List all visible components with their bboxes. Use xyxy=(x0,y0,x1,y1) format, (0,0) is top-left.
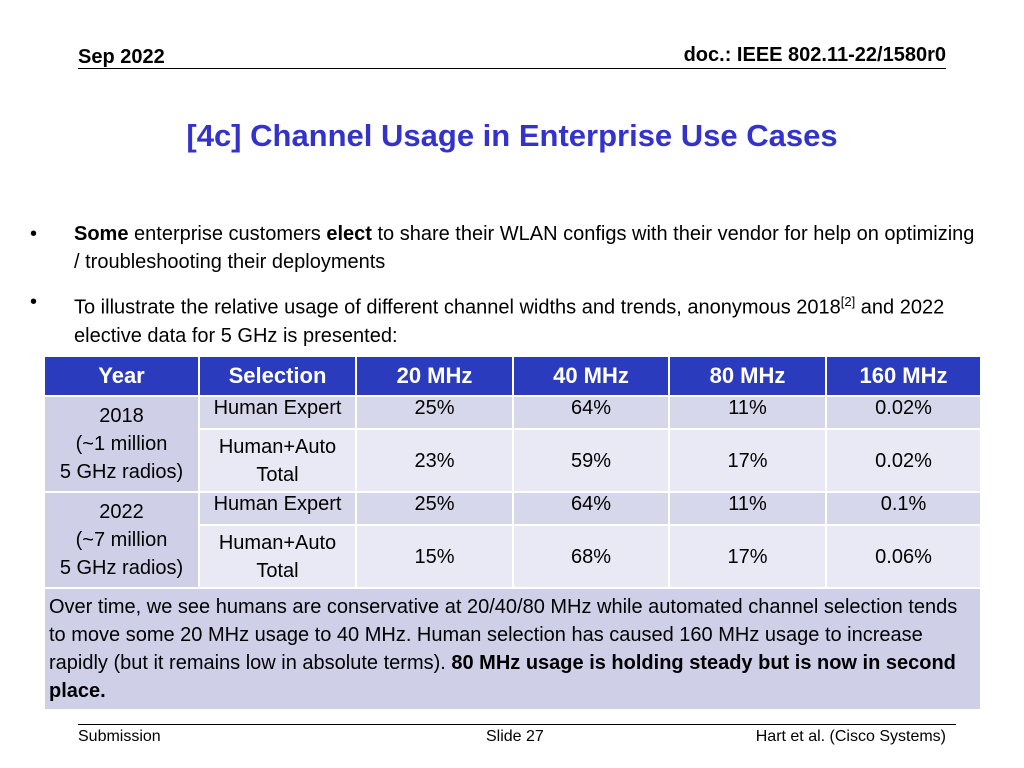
slide-title: [4c] Channel Usage in Enterprise Use Cas… xyxy=(186,118,838,153)
table-row: 2018 (~1 million 5 GHz radios) Human Exper… xyxy=(43,395,982,493)
table-row: 2022 (~7 million 5 GHz radios) Human Exper… xyxy=(43,491,982,589)
value-cell: 11% xyxy=(668,491,827,526)
year-cell: 2022 (~7 million 5 GHz radios) xyxy=(43,491,200,589)
channel-usage-table: Year Selection 20 MHz 40 MHz 80 MHz 160 … xyxy=(43,355,982,711)
summary-note: Over time, we see humans are conservativ… xyxy=(43,587,982,711)
text: To illustrate the relative usage of diff… xyxy=(74,296,841,319)
value-cell: 64% xyxy=(512,395,670,430)
value-cell: 11% xyxy=(668,395,827,430)
bullet-2: • To illustrate the relative usage of di… xyxy=(30,288,980,350)
col-header: Selection xyxy=(198,355,357,397)
footer-author: Hart et al. (Cisco Systems) xyxy=(755,728,946,745)
col-header: 80 MHz xyxy=(668,355,827,397)
year-cell: 2018 (~1 million 5 GHz radios) xyxy=(43,395,200,493)
value-cell: 0.06% xyxy=(825,524,982,589)
selection-cell: Human+Auto Total xyxy=(198,428,357,493)
value-cell: 64% xyxy=(512,491,670,526)
footer-slide-number: Slide 27 xyxy=(486,728,544,745)
bold-text: Some xyxy=(74,223,129,245)
footer-left: Submission xyxy=(78,728,161,745)
bullet-icon: • xyxy=(30,291,38,313)
value-cell: 25% xyxy=(355,491,514,526)
col-header: 40 MHz xyxy=(512,355,670,397)
col-header: Year xyxy=(43,355,200,397)
bold-text: elect xyxy=(326,223,372,245)
value-cell: 0.1% xyxy=(825,491,982,526)
text: enterprise customers xyxy=(128,223,327,245)
text: to share their WLAN configs with their v… xyxy=(74,223,975,273)
value-cell: 25% xyxy=(355,395,514,430)
col-header: 20 MHz xyxy=(355,355,514,397)
summary-row: Over time, we see humans are conservativ… xyxy=(43,587,982,711)
selection-cell: Human Expert xyxy=(198,491,357,526)
bullet-icon: • xyxy=(30,223,38,245)
value-cell: 23% xyxy=(355,428,514,493)
table-header-row: Year Selection 20 MHz 40 MHz 80 MHz 160 … xyxy=(43,355,982,397)
header-doc-id: doc.: IEEE 802.11-22/1580r0 xyxy=(683,44,946,66)
table-row: Human+Auto Total 15% 68% 17% 0.06% xyxy=(44,524,982,589)
table-row: Human+Auto Total 23% 59% 17% 0.02% xyxy=(44,428,982,493)
value-cell: 59% xyxy=(512,428,670,493)
selection-cell: Human+Auto Total xyxy=(198,524,357,589)
value-cell: 0.02% xyxy=(825,395,982,430)
value-cell: 0.02% xyxy=(825,428,982,493)
selection-cell: Human Expert xyxy=(198,395,357,430)
header-divider xyxy=(78,68,946,69)
value-cell: 17% xyxy=(668,428,827,493)
value-cell: 17% xyxy=(668,524,827,589)
value-cell: 68% xyxy=(512,524,670,589)
col-header: 160 MHz xyxy=(825,355,982,397)
text: and 2022 elective data for 5 GHz is pres… xyxy=(74,296,945,347)
citation: [2] xyxy=(840,294,856,309)
footer-divider xyxy=(78,724,956,725)
header-date: Sep 2022 xyxy=(78,46,165,68)
value-cell: 15% xyxy=(355,524,514,589)
bullet-1: • Some enterprise customers elect to sha… xyxy=(30,220,980,276)
